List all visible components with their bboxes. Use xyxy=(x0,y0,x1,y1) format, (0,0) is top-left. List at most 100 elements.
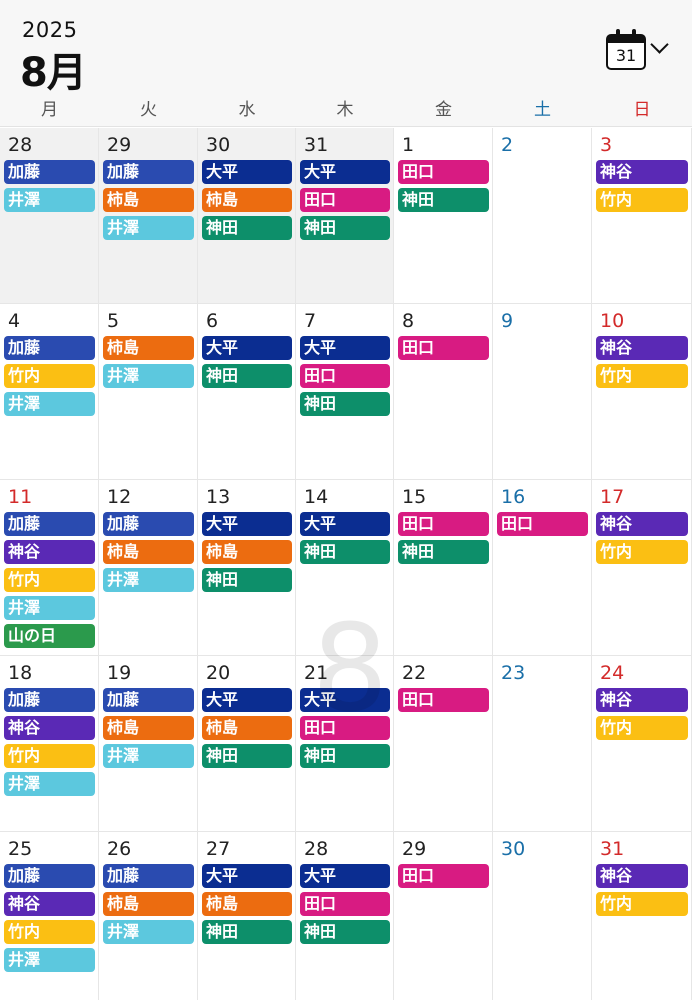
day-cell[interactable]: 20 大平 柿島 神田 xyxy=(198,656,296,832)
event-chip[interactable]: 井澤 xyxy=(4,188,95,212)
event-chip[interactable]: 神田 xyxy=(300,744,390,768)
event-chip[interactable]: 神谷 xyxy=(596,688,688,712)
day-cell[interactable]: 30 大平 柿島 神田 xyxy=(198,128,296,304)
event-chip[interactable]: 田口 xyxy=(398,512,489,536)
event-chip[interactable]: 柿島 xyxy=(103,188,194,212)
event-chip[interactable]: 柿島 xyxy=(202,188,292,212)
event-chip[interactable]: 加藤 xyxy=(103,864,194,888)
day-cell[interactable]: 2 xyxy=(493,128,592,304)
event-chip[interactable]: 大平 xyxy=(202,336,292,360)
event-chip[interactable]: 竹内 xyxy=(4,568,95,592)
event-chip[interactable]: 竹内 xyxy=(596,540,688,564)
day-cell[interactable]: 14 大平 神田 xyxy=(296,480,394,656)
day-cell[interactable]: 28 加藤 井澤 xyxy=(0,128,99,304)
event-chip[interactable]: 加藤 xyxy=(4,336,95,360)
event-chip[interactable]: 神谷 xyxy=(4,540,95,564)
day-cell[interactable]: 29 田口 xyxy=(394,832,493,1000)
event-chip[interactable]: 加藤 xyxy=(103,160,194,184)
event-chip[interactable]: 大平 xyxy=(300,864,390,888)
day-cell[interactable]: 11 加藤 神谷 竹内 井澤 山の日 xyxy=(0,480,99,656)
event-chip[interactable]: 井澤 xyxy=(103,920,194,944)
day-cell[interactable]: 28 大平 田口 神田 xyxy=(296,832,394,1000)
event-chip[interactable]: 井澤 xyxy=(4,948,95,972)
event-chip[interactable]: 神田 xyxy=(300,392,390,416)
event-chip[interactable]: 竹内 xyxy=(596,716,688,740)
event-chip[interactable]: 柿島 xyxy=(202,892,292,916)
event-chip[interactable]: 井澤 xyxy=(4,596,95,620)
event-chip[interactable]: 大平 xyxy=(202,160,292,184)
day-cell[interactable]: 19 加藤 柿島 井澤 xyxy=(99,656,198,832)
event-chip[interactable]: 柿島 xyxy=(103,540,194,564)
day-cell[interactable]: 31 神谷 竹内 xyxy=(592,832,692,1000)
day-cell[interactable]: 13 大平 柿島 神田 xyxy=(198,480,296,656)
event-chip[interactable]: 田口 xyxy=(398,160,489,184)
event-chip[interactable]: 竹内 xyxy=(4,920,95,944)
event-chip[interactable]: 井澤 xyxy=(103,744,194,768)
day-cell[interactable]: 16 田口 xyxy=(493,480,592,656)
calendar-picker-button[interactable]: 31 xyxy=(603,29,673,74)
event-chip[interactable]: 柿島 xyxy=(103,716,194,740)
event-chip[interactable]: 神谷 xyxy=(596,864,688,888)
event-chip[interactable]: 田口 xyxy=(398,864,489,888)
event-chip[interactable]: 柿島 xyxy=(202,540,292,564)
day-cell[interactable]: 12 加藤 柿島 井澤 xyxy=(99,480,198,656)
event-chip[interactable]: 柿島 xyxy=(202,716,292,740)
event-chip[interactable]: 神田 xyxy=(202,744,292,768)
event-chip[interactable]: 田口 xyxy=(300,716,390,740)
event-chip[interactable]: 加藤 xyxy=(4,160,95,184)
day-cell[interactable]: 23 xyxy=(493,656,592,832)
event-chip[interactable]: 大平 xyxy=(202,688,292,712)
day-cell[interactable]: 26 加藤 柿島 井澤 xyxy=(99,832,198,1000)
event-chip[interactable]: 田口 xyxy=(300,364,390,388)
day-cell[interactable]: 29 加藤 柿島 井澤 xyxy=(99,128,198,304)
event-chip[interactable]: 加藤 xyxy=(103,512,194,536)
day-cell[interactable]: 9 xyxy=(493,304,592,480)
event-chip[interactable]: 神谷 xyxy=(596,160,688,184)
day-cell[interactable]: 10 神谷 竹内 xyxy=(592,304,692,480)
event-chip[interactable]: 大平 xyxy=(300,336,390,360)
day-cell[interactable]: 22 田口 xyxy=(394,656,493,832)
day-cell[interactable]: 17 神谷 竹内 xyxy=(592,480,692,656)
event-chip[interactable]: 神田 xyxy=(398,540,489,564)
event-chip[interactable]: 井澤 xyxy=(4,392,95,416)
event-chip[interactable]: 神谷 xyxy=(4,892,95,916)
event-chip[interactable]: 田口 xyxy=(398,688,489,712)
event-chip[interactable]: 田口 xyxy=(300,892,390,916)
day-cell[interactable]: 7 大平 田口 神田 xyxy=(296,304,394,480)
event-chip[interactable]: 神田 xyxy=(398,188,489,212)
day-cell[interactable]: 24 神谷 竹内 xyxy=(592,656,692,832)
event-chip[interactable]: 柿島 xyxy=(103,336,194,360)
event-chip[interactable]: 神田 xyxy=(300,540,390,564)
day-cell[interactable]: 15 田口 神田 xyxy=(394,480,493,656)
event-chip[interactable]: 神田 xyxy=(300,920,390,944)
day-cell[interactable]: 3 神谷 竹内 xyxy=(592,128,692,304)
event-chip[interactable]: 神田 xyxy=(202,216,292,240)
event-chip[interactable]: 田口 xyxy=(497,512,588,536)
event-chip[interactable]: 神田 xyxy=(202,364,292,388)
event-chip[interactable]: 加藤 xyxy=(4,864,95,888)
event-chip[interactable]: 竹内 xyxy=(4,744,95,768)
event-chip[interactable]: 竹内 xyxy=(596,892,688,916)
day-cell[interactable]: 4 加藤 竹内 井澤 xyxy=(0,304,99,480)
day-cell[interactable]: 25 加藤 神谷 竹内 井澤 xyxy=(0,832,99,1000)
event-chip[interactable]: 竹内 xyxy=(4,364,95,388)
event-chip[interactable]: 井澤 xyxy=(103,568,194,592)
event-chip[interactable]: 神谷 xyxy=(596,336,688,360)
event-chip[interactable]: 大平 xyxy=(300,160,390,184)
event-chip[interactable]: 柿島 xyxy=(103,892,194,916)
day-cell[interactable]: 6 大平 神田 xyxy=(198,304,296,480)
event-chip[interactable]: 神田 xyxy=(300,216,390,240)
event-chip[interactable]: 竹内 xyxy=(596,364,688,388)
event-chip[interactable]: 加藤 xyxy=(103,688,194,712)
event-chip[interactable]: 田口 xyxy=(300,188,390,212)
event-chip[interactable]: 井澤 xyxy=(4,772,95,796)
event-chip[interactable]: 田口 xyxy=(398,336,489,360)
day-cell[interactable]: 27 大平 柿島 神田 xyxy=(198,832,296,1000)
event-chip[interactable]: 井澤 xyxy=(103,364,194,388)
event-chip[interactable]: 神田 xyxy=(202,920,292,944)
event-chip[interactable]: 加藤 xyxy=(4,688,95,712)
event-chip[interactable]: 大平 xyxy=(300,688,390,712)
day-cell[interactable]: 5 柿島 井澤 xyxy=(99,304,198,480)
event-chip[interactable]: 大平 xyxy=(202,864,292,888)
event-chip[interactable]: 井澤 xyxy=(103,216,194,240)
